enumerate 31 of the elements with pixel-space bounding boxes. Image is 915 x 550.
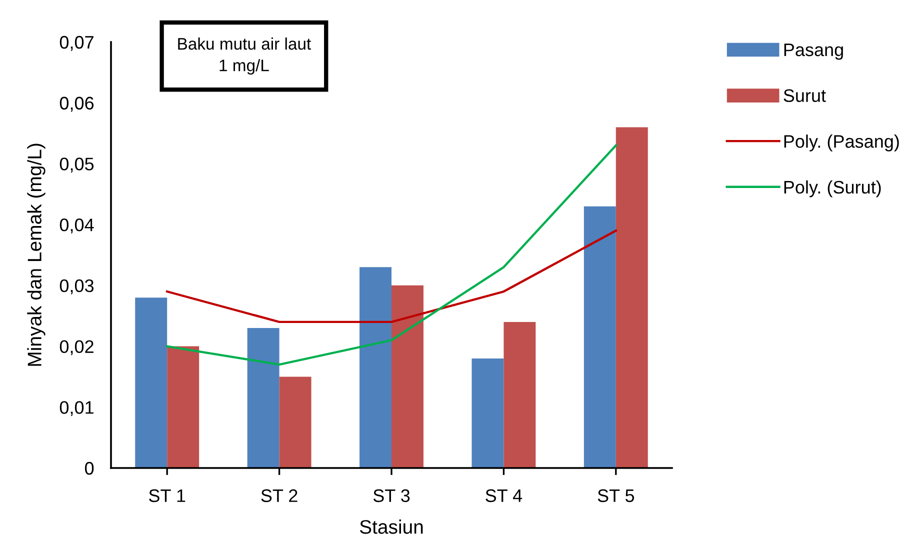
x-tick-label: ST 3 bbox=[373, 489, 410, 502]
x-tick-label: ST 4 bbox=[486, 489, 522, 502]
bar bbox=[504, 322, 536, 468]
x-tick-label: ST 5 bbox=[598, 489, 634, 502]
bar bbox=[616, 127, 648, 468]
bar bbox=[167, 346, 200, 468]
legend-label: Surut bbox=[784, 89, 826, 102]
y-axis-title: Minyak dan Lemak (mg/L) bbox=[27, 144, 46, 366]
y-tick-label: 0,06 bbox=[60, 96, 94, 112]
x-tick-label: ST 2 bbox=[261, 489, 298, 502]
y-tick-label: 0,05 bbox=[60, 158, 94, 173]
y-tick-label: 0,07 bbox=[60, 36, 94, 51]
bar bbox=[472, 358, 504, 468]
bar bbox=[392, 285, 424, 468]
y-tick-label: 0,03 bbox=[60, 279, 94, 294]
legend-label: Pasang bbox=[784, 44, 843, 60]
annotation: Baku mutu air laut 1 mg/L bbox=[178, 38, 311, 75]
bar bbox=[279, 376, 312, 468]
line-series bbox=[166, 144, 618, 366]
bar bbox=[135, 298, 168, 468]
x-tick-label: ST 1 bbox=[149, 489, 186, 502]
y-tick-label: 0,02 bbox=[60, 340, 94, 356]
bar bbox=[584, 206, 616, 468]
bar bbox=[360, 267, 392, 468]
legend-label: Poly. (Surut) bbox=[784, 180, 881, 198]
legend-label: Poly. (Pasang) bbox=[784, 134, 899, 152]
y-tick-label: 0 bbox=[85, 462, 94, 475]
x-axis-title: Stasiun bbox=[360, 520, 423, 534]
y-tick-label: 0,04 bbox=[60, 218, 94, 234]
bar bbox=[247, 328, 280, 468]
y-tick-label: 0,01 bbox=[60, 401, 94, 416]
